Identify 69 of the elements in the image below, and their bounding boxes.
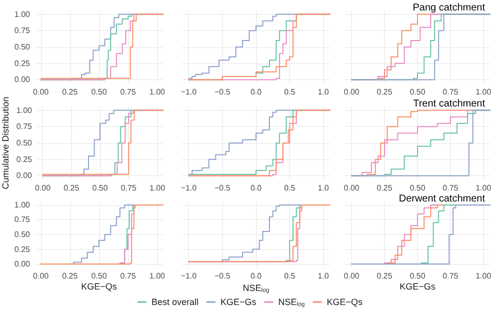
x-tick-label: 0.50 xyxy=(410,272,426,280)
x-tick-label: −0.5 xyxy=(214,184,231,192)
y-tick-label: 0.50 xyxy=(16,138,33,148)
y-tick-label: 0.25 xyxy=(16,154,33,164)
x-tick-label: 1.00 xyxy=(476,272,492,280)
x-tick-label: 1.00 xyxy=(476,88,492,96)
x-tick-label: −0.5 xyxy=(214,88,231,96)
x-tick-label: 0.00 xyxy=(33,272,50,280)
y-tick-label: 0.00 xyxy=(14,75,31,84)
x-tick-label: 0.25 xyxy=(62,88,78,96)
y-tick-label: 1.00 xyxy=(14,10,31,19)
x-tick-label: 0.5 xyxy=(284,184,296,192)
x-tick-label: 1.0 xyxy=(318,272,330,280)
x-tick-label: 0.00 xyxy=(344,184,360,192)
x-tick-label: 0.5 xyxy=(284,272,296,280)
legend-label: KGE−Qs xyxy=(326,297,364,307)
x-axis-title: KGE−Qs xyxy=(81,282,118,292)
y-tick-label: 0.00 xyxy=(16,171,33,180)
x-tick-label: 1.00 xyxy=(149,184,166,192)
x-tick-label: 1.00 xyxy=(149,272,166,280)
y-tick-label: 0.75 xyxy=(14,26,31,36)
x-tick-label: −1.0 xyxy=(180,184,198,192)
x-tick-label: 0.50 xyxy=(410,88,426,96)
x-tick-label: 0.00 xyxy=(344,272,360,280)
y-tick-label: 0.75 xyxy=(14,215,31,224)
x-tick-label: 0.25 xyxy=(376,88,393,96)
y-tick-label: 0.25 xyxy=(14,244,31,254)
x-tick-label: −0.5 xyxy=(214,272,231,280)
x-tick-label: 0.50 xyxy=(91,88,108,96)
legend-label: Best overall xyxy=(151,297,198,307)
y-tick-label: 0.00 xyxy=(14,260,31,269)
x-tick-label: 0.00 xyxy=(344,88,360,96)
x-tick-label: 0.0 xyxy=(250,88,262,96)
y-tick-label: 0.75 xyxy=(16,122,33,132)
x-tick-label: 0.75 xyxy=(120,88,136,96)
legend-label: KGE−Gs xyxy=(220,297,257,307)
x-axis-title: KGE−Gs xyxy=(400,282,436,292)
x-tick-label: 0.50 xyxy=(92,184,108,192)
x-tick-label: 0.0 xyxy=(250,272,262,280)
x-tick-label: 0.75 xyxy=(442,184,459,192)
x-tick-label: 0.25 xyxy=(64,184,80,192)
chart-title: Derwent catchment xyxy=(398,194,486,204)
y-tick-label: 0.25 xyxy=(14,58,31,68)
x-tick-label: 0.75 xyxy=(120,272,136,280)
x-tick-label: −1.0 xyxy=(180,88,198,96)
x-tick-label: −1.0 xyxy=(180,272,198,280)
x-tick-label: 0.75 xyxy=(442,272,459,280)
chart-title: Pang catchment xyxy=(412,2,486,14)
x-tick-label: 0.25 xyxy=(62,272,78,280)
x-tick-label: 0.50 xyxy=(410,184,426,192)
y-axis-title: Cumulative Distribution xyxy=(0,96,10,190)
x-tick-label: 0.50 xyxy=(91,272,108,280)
x-tick-label: 0.0 xyxy=(250,184,262,192)
x-tick-label: 0.75 xyxy=(442,88,459,96)
x-tick-label: 0.00 xyxy=(33,88,50,96)
y-tick-label: 1.00 xyxy=(16,106,33,115)
x-tick-label: 0.75 xyxy=(120,184,137,192)
y-tick-label: 0.50 xyxy=(14,42,31,52)
x-tick-label: 1.00 xyxy=(149,88,166,96)
x-tick-label: 0.25 xyxy=(376,272,393,280)
chart-title: Trent catchment xyxy=(413,98,486,110)
x-tick-label: 0.5 xyxy=(284,88,296,96)
x-tick-label: 0.00 xyxy=(34,184,52,192)
y-tick-label: 1.00 xyxy=(14,200,31,210)
x-tick-label: 1.0 xyxy=(318,88,330,96)
x-tick-label: 1.0 xyxy=(318,184,330,192)
x-tick-label: 0.25 xyxy=(376,184,393,192)
y-tick-label: 0.50 xyxy=(14,230,31,239)
x-tick-label: 1.00 xyxy=(476,184,492,192)
